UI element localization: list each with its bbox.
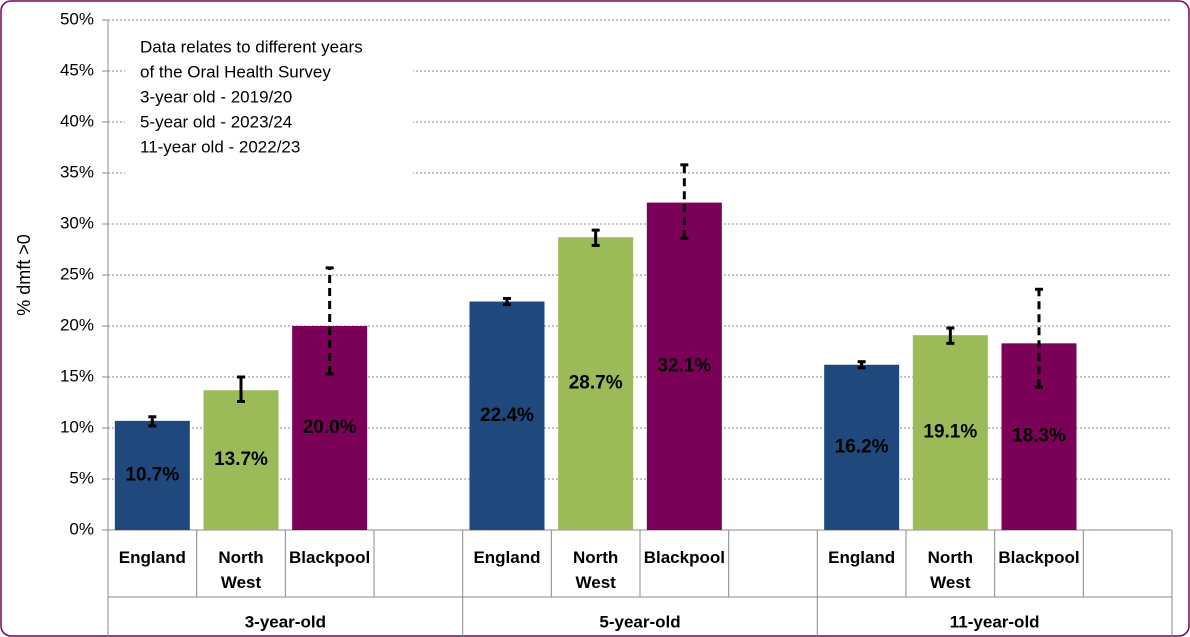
y-tick-label: 5% <box>69 468 94 487</box>
x-tick-label: Blackpool <box>643 548 725 567</box>
error-bar <box>148 415 157 428</box>
bar <box>824 364 900 530</box>
y-axis-label: % dmft >0 <box>14 234 34 316</box>
y-tick-label: 25% <box>60 264 94 283</box>
x-tick-label: Blackpool <box>998 548 1080 567</box>
y-tick-label: 10% <box>60 417 94 436</box>
y-tick-label: 50% <box>60 9 94 28</box>
data-label: 19.1% <box>923 422 977 443</box>
y-tick-label: 30% <box>60 213 94 232</box>
annotation-box <box>125 30 413 208</box>
data-label: 18.3% <box>1012 426 1066 447</box>
data-label: 28.7% <box>569 373 623 394</box>
error-bar <box>946 326 955 345</box>
bar <box>114 420 190 530</box>
annotation-line: 3-year old - 2019/20 <box>140 87 292 106</box>
bar <box>558 237 634 530</box>
x-tick-label: England <box>473 548 541 567</box>
x-tick-label: Blackpool <box>289 548 371 567</box>
data-label: 16.2% <box>835 436 889 457</box>
data-label: 13.7% <box>214 449 268 470</box>
x-tick-label: England <box>828 548 896 567</box>
bar <box>912 335 988 530</box>
y-tick-label: 15% <box>60 366 94 385</box>
y-tick-label: 35% <box>60 162 94 181</box>
data-label: 32.1% <box>657 355 711 376</box>
bar <box>646 202 722 530</box>
group-label: 5-year-old <box>599 612 680 631</box>
x-tick-label: North West <box>572 548 619 592</box>
bar <box>203 390 279 530</box>
group-label: 11-year-old <box>950 612 1040 631</box>
annotation-line: of the Oral Health Survey <box>140 62 331 81</box>
annotation-line: Data relates to different years <box>140 37 363 56</box>
error-bar <box>503 296 511 307</box>
x-tick-label: England <box>118 548 186 567</box>
error-bar <box>591 228 600 247</box>
annotation-line: 5-year old - 2023/24 <box>140 112 292 131</box>
data-label: 20.0% <box>303 417 357 438</box>
error-bar <box>680 163 689 240</box>
data-label: 22.4% <box>480 405 534 426</box>
data-label: 10.7% <box>125 464 179 485</box>
x-tick-label: North West <box>927 548 973 592</box>
error-bar <box>1035 287 1043 389</box>
annotation-line: 11-year old - 2022/23 <box>140 137 300 156</box>
y-tick-label: 0% <box>69 519 94 538</box>
y-tick-label: 20% <box>60 315 94 334</box>
error-bar <box>325 266 334 376</box>
y-tick-label: 40% <box>60 111 94 130</box>
x-tick-label: North West <box>218 548 264 592</box>
group-label: 3-year-old <box>245 612 326 631</box>
error-bar <box>237 375 245 403</box>
error-bar <box>857 360 866 370</box>
bar <box>469 301 545 530</box>
y-tick-label: 45% <box>60 60 94 79</box>
bar <box>1001 343 1077 530</box>
